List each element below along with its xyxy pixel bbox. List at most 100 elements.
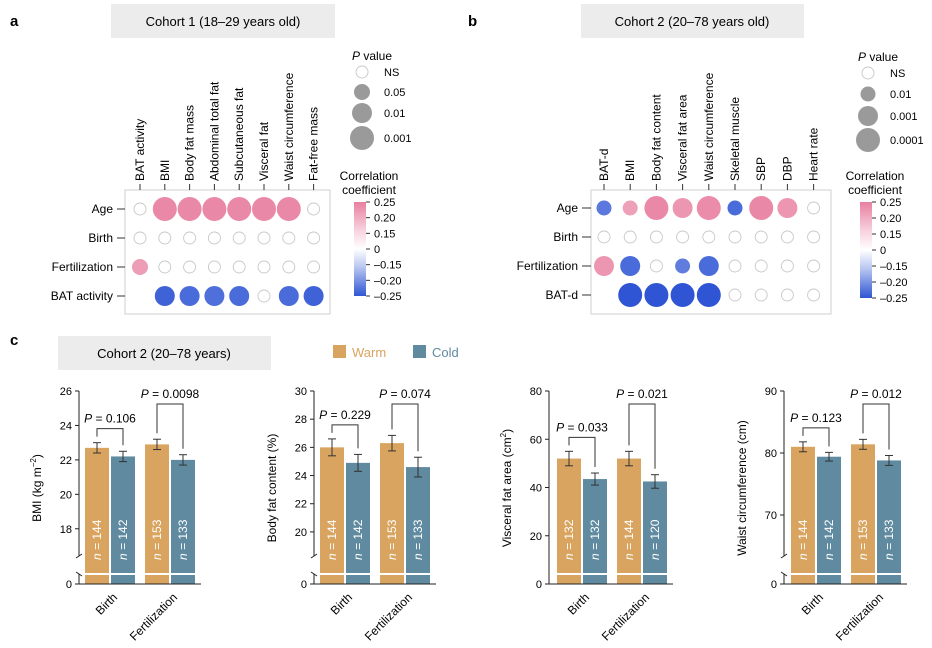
axis-break-mark: [310, 553, 318, 559]
y-axis-label: Visceral fat area (cm2): [499, 429, 514, 547]
dot-birth-bmi: [158, 231, 172, 245]
y-axis-label-part: Waist circumference (cm): [735, 420, 749, 556]
bar-warm-fertilization: [145, 444, 169, 584]
p-value-label-birth: P = 0.123: [790, 411, 842, 425]
pvalue-legend-label-ns: NS: [890, 68, 905, 80]
y-tick-label: 30: [295, 386, 307, 398]
y-tick-label: 20: [60, 489, 72, 501]
pvalue-legend-dot-0-001: [350, 126, 374, 150]
n-prefix: n =: [882, 540, 896, 560]
bar-cold-birth: [583, 479, 607, 584]
y-tick-label: 60: [530, 434, 542, 446]
dot-fertilization-bmi: [620, 256, 641, 276]
n-label-warm-fertilization: n = 153: [150, 519, 164, 560]
p-equals: =: [327, 408, 341, 422]
y-tick-label: 20: [295, 527, 307, 539]
n-prefix: n =: [150, 540, 164, 560]
column-label-sbp: SBP: [754, 157, 768, 181]
n-prefix: n =: [90, 540, 104, 560]
n-value: 132: [588, 519, 602, 539]
column-label-bat-activity: BAT activity: [133, 119, 147, 181]
colorbar-tick-label: –0.15: [880, 261, 908, 273]
n-value: 142: [116, 519, 130, 539]
dot-bat-d-bmi: [618, 283, 643, 307]
row-label-fertilization: Fertilization: [52, 260, 113, 274]
y-tick-label: 80: [530, 386, 542, 398]
y-tick-label: 80: [765, 448, 777, 460]
pvalue-legend-title-a: P value: [352, 49, 392, 63]
dot-bat-d-waist-circumference: [696, 283, 721, 307]
row-label-bat-activity: BAT activity: [51, 289, 113, 303]
colorbar-title-line2: coefficient: [342, 183, 396, 197]
n-prefix: n =: [856, 540, 870, 560]
dot-birth-waist-circumference: [282, 231, 296, 245]
dot-age-visceral-fat: [252, 197, 276, 221]
y-tick-label: 0: [66, 579, 72, 591]
column-label-dbp: DBP: [780, 156, 794, 181]
dot-fertilization-waist-circumference: [698, 256, 719, 276]
bar-warm-fertilization: [617, 458, 641, 584]
n-value: 144: [325, 519, 339, 539]
p-letter: P: [556, 420, 564, 434]
n-prefix: n =: [822, 540, 836, 560]
p-letter: P: [850, 387, 858, 401]
p-value: 0.0098: [163, 387, 200, 401]
dot-bat-activity-fat-free-mass: [303, 286, 324, 306]
dot-age-bat-d: [596, 200, 612, 216]
dot-bat-d-sbp: [754, 288, 768, 302]
y-axis-label-part: Visceral fat area (cm: [500, 437, 514, 547]
row-label-birth: Birth: [553, 230, 578, 244]
axis-break-mark: [780, 571, 788, 577]
n-value: 133: [882, 519, 896, 539]
colorbar-b: [860, 202, 872, 298]
x-category-label-birth: Birth: [565, 590, 592, 617]
dot-bat-d-skeletal-muscle: [728, 288, 742, 302]
n-label-cold-fertilization: n = 133: [882, 519, 896, 560]
dot-fertilization-visceral-fat-area: [675, 258, 691, 274]
p-equals: =: [564, 420, 578, 434]
y-axis-label: BMI (kg m−2): [29, 454, 44, 522]
n-value: 133: [176, 519, 190, 539]
n-label-warm-fertilization: n = 153: [385, 519, 399, 560]
bar-chart-2: 0 20 22 24 26 28 30 Body fat content (%) n = 144…: [265, 386, 436, 644]
dot-birth-fat-free-mass: [307, 231, 321, 245]
column-label-heart-rate: Heart rate: [807, 127, 821, 181]
column-label-body-fat-content: Body fat content: [649, 94, 663, 181]
dot-age-subcutaneous-fat: [227, 197, 252, 221]
colorbar-title-line2: coefficient: [848, 183, 902, 197]
dot-bat-activity-visceral-fat: [257, 289, 271, 303]
dot-fertilization-sbp: [754, 259, 768, 273]
dot-birth-body-fat-content: [649, 230, 663, 244]
panel-letter-b: b: [468, 13, 477, 30]
colorbar-tick-label: –0.20: [374, 275, 402, 287]
p-letter: P: [141, 387, 149, 401]
y-axis-label-part: ): [500, 429, 514, 433]
p-value: 0.074: [401, 387, 431, 401]
n-label-warm-birth: n = 132: [562, 519, 576, 560]
p-letter: P: [790, 411, 798, 425]
y-axis-label-part: BMI (kg m: [30, 467, 44, 522]
y-axis-label-part: Body fat content (%): [265, 434, 279, 543]
colorbar-tick-label: –0.25: [374, 291, 402, 303]
n-label-cold-birth: n = 132: [588, 519, 602, 560]
dot-fertilization-skeletal-muscle: [728, 259, 742, 273]
n-prefix: n =: [176, 540, 190, 560]
pvalue-legend-dot-0-01: [860, 86, 876, 102]
n-prefix: n =: [562, 540, 576, 560]
n-label-cold-birth: n = 142: [351, 519, 365, 560]
n-value: 153: [856, 519, 870, 539]
significance-bracket: [96, 428, 124, 446]
significance-bracket: [802, 427, 830, 447]
row-label-age: Age: [92, 202, 114, 216]
panel-a-title: Cohort 1 (18–29 years old): [146, 14, 301, 29]
pvalue-legend-title-p: P: [352, 49, 360, 63]
p-letter: P: [319, 408, 327, 422]
p-value-label-birth: P = 0.229: [319, 408, 371, 422]
dot-birth-dbp: [780, 230, 794, 244]
n-label-cold-fertilization: n = 133: [411, 519, 425, 560]
n-label-warm-birth: n = 144: [325, 519, 339, 560]
dotplot-frame-a: [124, 189, 331, 315]
